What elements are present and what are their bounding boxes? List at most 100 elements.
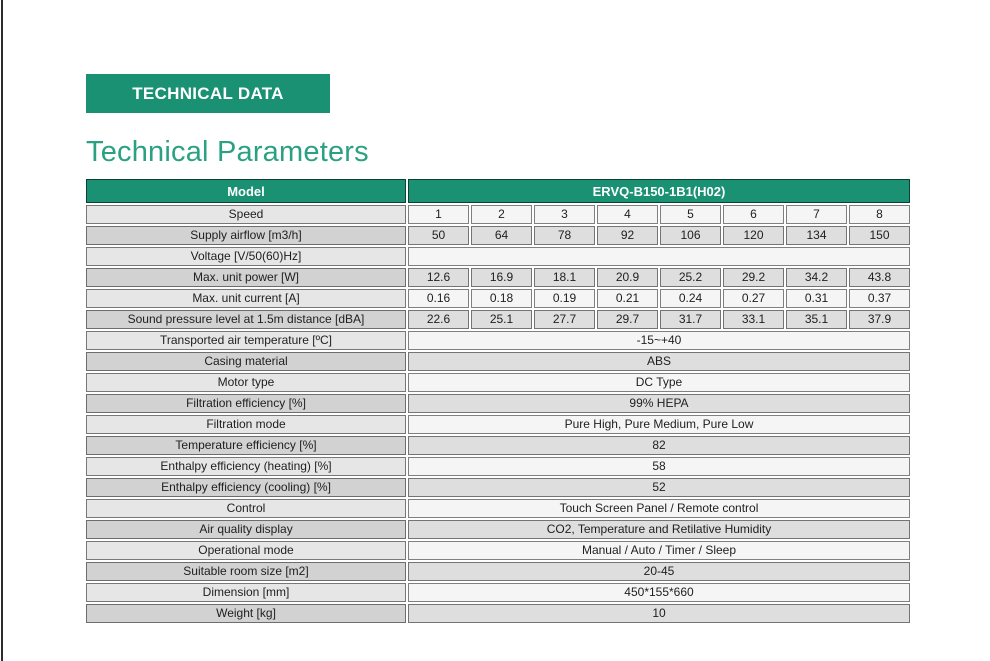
value-cell: 12.6 <box>408 268 469 287</box>
value-cell: 0.24 <box>660 289 721 308</box>
merged-value-cell: Manual / Auto / Timer / Sleep <box>408 541 910 560</box>
table-row: Filtration efficiency [%] 99% HEPA <box>86 394 910 413</box>
row-label-cell: Filtration mode <box>86 415 406 434</box>
row-label-cell: Filtration efficiency [%] <box>86 394 406 413</box>
value-cell: 31.7 <box>660 310 721 329</box>
merged-value-cell: 20-45 <box>408 562 910 581</box>
row-label-cell: Sound pressure level at 1.5m distance [d… <box>86 310 406 329</box>
value-cell: 4 <box>597 205 658 224</box>
row-label-cell: Temperature efficiency [%] <box>86 436 406 455</box>
merged-value-cell: 52 <box>408 478 910 497</box>
value-cell: 0.27 <box>723 289 784 308</box>
row-label-cell: Max. unit power [W] <box>86 268 406 287</box>
table-row: Sound pressure level at 1.5m distance [d… <box>86 310 910 329</box>
value-cell: 150 <box>849 226 910 245</box>
value-cell: 92 <box>597 226 658 245</box>
merged-value-cell: CO2, Temperature and Retilative Humidity <box>408 520 910 539</box>
value-cell: 33.1 <box>723 310 784 329</box>
row-label-cell: Operational mode <box>86 541 406 560</box>
page-title: Technical Parameters <box>86 136 369 168</box>
value-cell: 1 <box>408 205 469 224</box>
value-cell: 78 <box>534 226 595 245</box>
row-label-cell: Control <box>86 499 406 518</box>
merged-value-cell: 82 <box>408 436 910 455</box>
value-cell: 25.1 <box>471 310 532 329</box>
row-label-cell: Enthalpy efficiency (heating) [%] <box>86 457 406 476</box>
merged-value-cell: ABS <box>408 352 910 371</box>
value-cell: 37.9 <box>849 310 910 329</box>
model-header-cell: Model <box>86 179 406 203</box>
value-cell: 50 <box>408 226 469 245</box>
value-cell: 27.7 <box>534 310 595 329</box>
merged-value-cell <box>408 247 910 266</box>
value-cell: 22.6 <box>408 310 469 329</box>
table-row: Dimension [mm] 450*155*660 <box>86 583 910 602</box>
row-label-cell: Max. unit current [A] <box>86 289 406 308</box>
technical-parameters-table: Model ERVQ-B150-1B1(H02) Speed 1 2 3 4 5 6 7 8 Su… <box>84 177 912 625</box>
row-label-cell: Suitable room size [m2] <box>86 562 406 581</box>
value-cell: 25.2 <box>660 268 721 287</box>
row-label-cell: Speed <box>86 205 406 224</box>
table-row: Max. unit power [W] 12.6 16.9 18.1 20.9 25.2 2… <box>86 268 910 287</box>
merged-value-cell: -15~+40 <box>408 331 910 350</box>
row-label-cell: Weight [kg] <box>86 604 406 623</box>
row-label-cell: Voltage [V/50(60)Hz] <box>86 247 406 266</box>
table-row: Operational mode Manual / Auto / Timer / … <box>86 541 910 560</box>
value-cell: 0.19 <box>534 289 595 308</box>
value-cell: 8 <box>849 205 910 224</box>
table-row: Temperature efficiency [%] 82 <box>86 436 910 455</box>
merged-value-cell: Touch Screen Panel / Remote control <box>408 499 910 518</box>
row-label-cell: Motor type <box>86 373 406 392</box>
value-cell: 6 <box>723 205 784 224</box>
value-cell: 7 <box>786 205 847 224</box>
table-row: Transported air temperature [ºC] -15~+40 <box>86 331 910 350</box>
table-row: Suitable room size [m2] 20-45 <box>86 562 910 581</box>
row-label-cell: Supply airflow [m3/h] <box>86 226 406 245</box>
table-row: Filtration mode Pure High, Pure Medium, P… <box>86 415 910 434</box>
row-label-cell: Transported air temperature [ºC] <box>86 331 406 350</box>
value-cell: 0.18 <box>471 289 532 308</box>
table-header-row: Model ERVQ-B150-1B1(H02) <box>86 179 910 203</box>
value-cell: 3 <box>534 205 595 224</box>
value-cell: 120 <box>723 226 784 245</box>
row-label-cell: Casing material <box>86 352 406 371</box>
page-left-border <box>1 0 3 661</box>
table-row: Max. unit current [A] 0.16 0.18 0.19 0.21 0.2… <box>86 289 910 308</box>
value-cell: 18.1 <box>534 268 595 287</box>
value-cell: 134 <box>786 226 847 245</box>
value-cell: 106 <box>660 226 721 245</box>
table-row: Supply airflow [m3/h] 50 64 78 92 106 120 134 15… <box>86 226 910 245</box>
table-row: Air quality display CO2, Temperature and … <box>86 520 910 539</box>
model-value-cell: ERVQ-B150-1B1(H02) <box>408 179 910 203</box>
value-cell: 16.9 <box>471 268 532 287</box>
value-cell: 20.9 <box>597 268 658 287</box>
value-cell: 2 <box>471 205 532 224</box>
table-row: Enthalpy efficiency (cooling) [%] 52 <box>86 478 910 497</box>
row-label-cell: Air quality display <box>86 520 406 539</box>
section-banner: TECHNICAL DATA <box>86 74 330 113</box>
value-cell: 29.2 <box>723 268 784 287</box>
value-cell: 0.31 <box>786 289 847 308</box>
table-row: Control Touch Screen Panel / Remote contr… <box>86 499 910 518</box>
value-cell: 43.8 <box>849 268 910 287</box>
value-cell: 35.1 <box>786 310 847 329</box>
value-cell: 34.2 <box>786 268 847 287</box>
section-banner-label: TECHNICAL DATA <box>132 83 284 103</box>
value-cell: 64 <box>471 226 532 245</box>
table-row: Voltage [V/50(60)Hz] <box>86 247 910 266</box>
table-row: Speed 1 2 3 4 5 6 7 8 <box>86 205 910 224</box>
value-cell: 0.37 <box>849 289 910 308</box>
value-cell: 29.7 <box>597 310 658 329</box>
merged-value-cell: DC Type <box>408 373 910 392</box>
value-cell: 0.16 <box>408 289 469 308</box>
table-row: Weight [kg] 10 <box>86 604 910 623</box>
value-cell: 5 <box>660 205 721 224</box>
table-row: Motor type DC Type <box>86 373 910 392</box>
merged-value-cell: 450*155*660 <box>408 583 910 602</box>
row-label-cell: Enthalpy efficiency (cooling) [%] <box>86 478 406 497</box>
merged-value-cell: 58 <box>408 457 910 476</box>
table-row: Enthalpy efficiency (heating) [%] 58 <box>86 457 910 476</box>
row-label-cell: Dimension [mm] <box>86 583 406 602</box>
table-row: Casing material ABS <box>86 352 910 371</box>
